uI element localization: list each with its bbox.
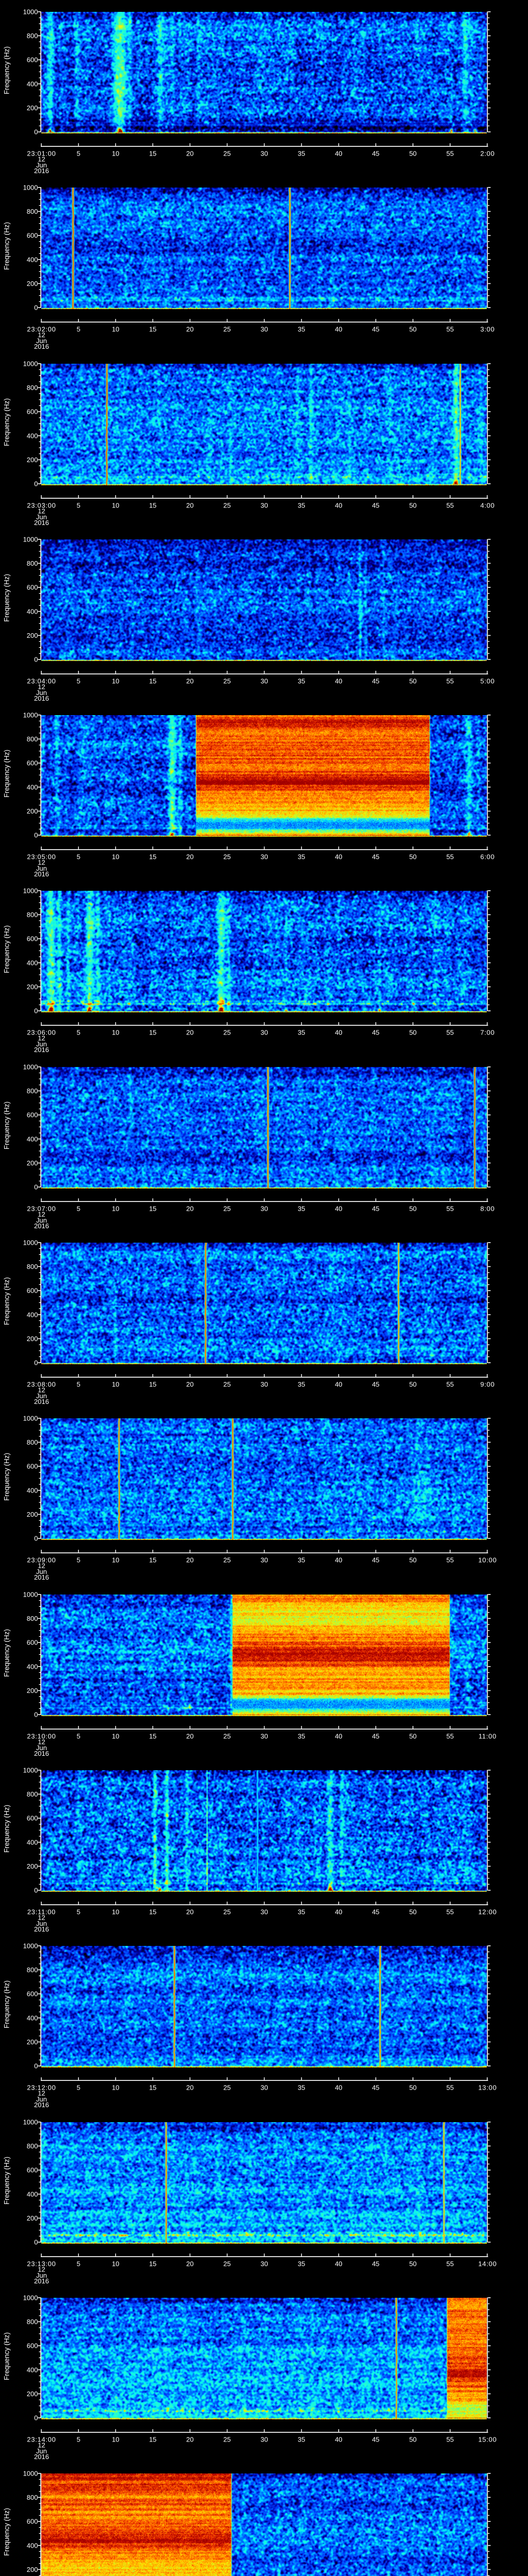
svg-text:3:00: 3:00 bbox=[480, 325, 494, 333]
svg-text:2:00: 2:00 bbox=[480, 149, 494, 157]
svg-text:9:00: 9:00 bbox=[480, 1380, 494, 1388]
svg-text:5:00: 5:00 bbox=[480, 677, 494, 685]
svg-text:23:05:00: 23:05:00 bbox=[27, 853, 56, 860]
svg-text:23:12:00: 23:12:00 bbox=[27, 2083, 56, 2091]
svg-text:23:03:00: 23:03:00 bbox=[27, 501, 56, 509]
svg-text:23:13:00: 23:13:00 bbox=[27, 2260, 56, 2267]
svg-text:7:00: 7:00 bbox=[480, 1028, 494, 1036]
svg-text:23:04:00: 23:04:00 bbox=[27, 677, 56, 685]
svg-text:10:00: 10:00 bbox=[478, 1556, 497, 1564]
svg-text:23:01:00: 23:01:00 bbox=[27, 149, 56, 157]
svg-text:23:02:00: 23:02:00 bbox=[27, 325, 56, 333]
svg-text:23:07:00: 23:07:00 bbox=[27, 1205, 56, 1212]
svg-text:13:00: 13:00 bbox=[478, 2083, 497, 2091]
svg-text:12:00: 12:00 bbox=[478, 1908, 497, 1916]
svg-text:23:10:00: 23:10:00 bbox=[27, 1732, 56, 1740]
svg-text:14:00: 14:00 bbox=[478, 2260, 497, 2267]
svg-text:6:00: 6:00 bbox=[480, 853, 494, 860]
svg-text:15:00: 15:00 bbox=[478, 2435, 497, 2443]
svg-text:23:08:00: 23:08:00 bbox=[27, 1380, 56, 1388]
svg-text:23:14:00: 23:14:00 bbox=[27, 2435, 56, 2443]
svg-text:4:00: 4:00 bbox=[480, 501, 494, 509]
svg-text:23:11:00: 23:11:00 bbox=[27, 1908, 56, 1916]
svg-text:23:06:00: 23:06:00 bbox=[27, 1028, 56, 1036]
svg-text:11:00: 11:00 bbox=[478, 1732, 497, 1740]
svg-text:8:00: 8:00 bbox=[480, 1205, 494, 1212]
svg-text:23:09:00: 23:09:00 bbox=[27, 1556, 56, 1564]
